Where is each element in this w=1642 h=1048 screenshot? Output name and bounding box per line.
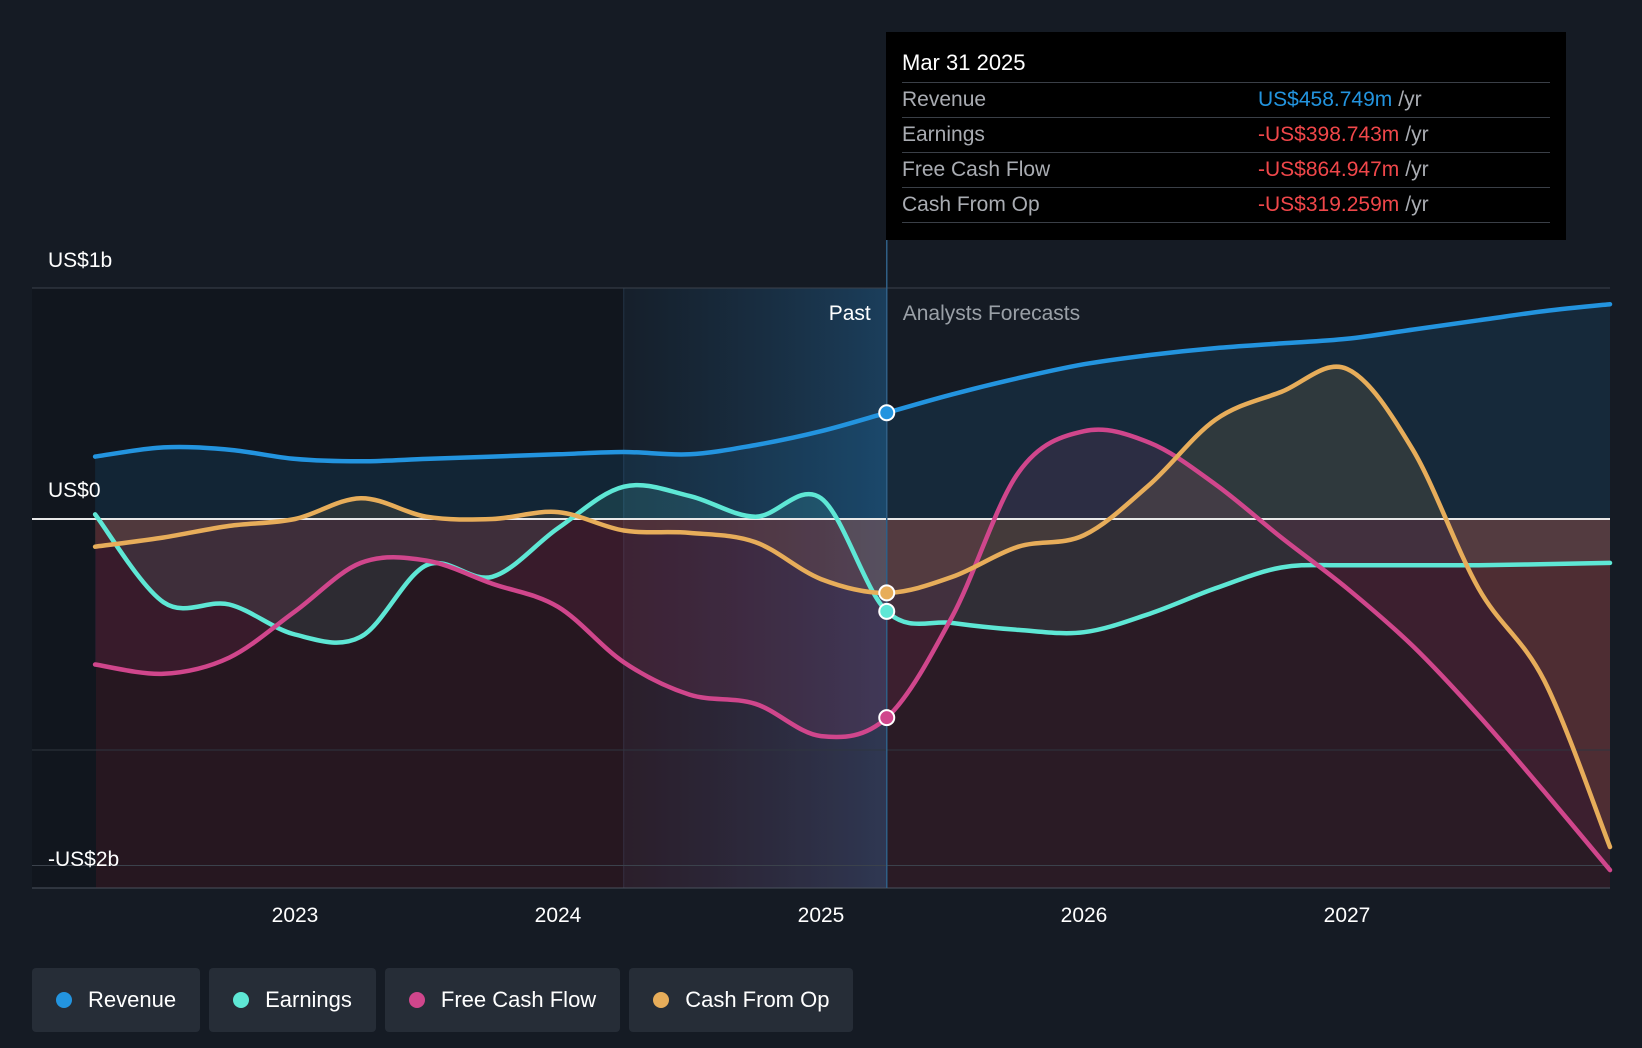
legend-label: Earnings xyxy=(265,987,352,1012)
legend-dot-icon xyxy=(56,992,72,1008)
marker-revenue xyxy=(878,404,896,422)
area-free-cash-flow xyxy=(95,429,1611,871)
tooltip-value: US$458.749m xyxy=(1258,88,1393,111)
forecast-label: Analysts Forecasts xyxy=(903,302,1080,325)
legend-item-cash-from-op[interactable]: Cash From Op xyxy=(629,968,854,1032)
legend-item-free-cash-flow[interactable]: Free Cash Flow xyxy=(384,968,621,1032)
marker-earnings xyxy=(878,602,896,620)
tooltip-unit: /yr xyxy=(1405,193,1429,216)
legend: Revenue Earnings Free Cash Flow Cash Fro… xyxy=(32,968,854,1032)
legend-label: Cash From Op xyxy=(685,987,830,1012)
tooltip-label: Free Cash Flow xyxy=(902,158,1051,181)
legend-label: Revenue xyxy=(88,987,177,1012)
tooltip-unit: /yr xyxy=(1405,158,1429,181)
past-label: Past xyxy=(829,302,871,325)
series-line-revenue xyxy=(92,301,1613,464)
marker-free-cash-flow xyxy=(878,709,896,727)
tooltip-label: Cash From Op xyxy=(902,193,1040,216)
tooltip-value: -US$864.947m xyxy=(1258,158,1400,181)
area-cash-from-op xyxy=(95,366,1611,847)
legend-item-earnings[interactable]: Earnings xyxy=(209,968,376,1032)
tooltip-label: Earnings xyxy=(902,123,985,146)
x-tick-label: 2027 xyxy=(1324,904,1371,927)
tooltip-row-cash-from-op: Cash From Op -US$319.259m /yr xyxy=(902,188,1550,223)
tooltip-unit: /yr xyxy=(1405,123,1429,146)
tooltip-label: Revenue xyxy=(902,88,987,111)
x-tick-label: 2024 xyxy=(535,904,582,927)
x-tick-label: 2025 xyxy=(798,904,845,927)
y-axis-label: US$0 xyxy=(48,479,101,502)
area-revenue xyxy=(95,304,1611,519)
x-tick-label: 2026 xyxy=(1061,904,1108,927)
y-axis-label: -US$2b xyxy=(48,848,119,871)
legend-dot-icon xyxy=(233,992,250,1008)
y-axis-label: US$1b xyxy=(48,249,112,272)
marker-cash-from-op xyxy=(878,584,896,602)
area-earnings xyxy=(95,485,1611,643)
tooltip-row-earnings: Earnings -US$398.743m /yr xyxy=(902,118,1550,153)
series-line-earnings xyxy=(92,482,1613,645)
x-tick-label: 2023 xyxy=(272,904,319,927)
tooltip-date: Mar 31 2025 xyxy=(902,46,1550,83)
legend-dot-icon xyxy=(653,992,670,1008)
tooltip-unit: /yr xyxy=(1398,88,1422,111)
history-background xyxy=(32,288,624,888)
tooltip-value: -US$398.743m xyxy=(1258,123,1400,146)
tooltip-row-revenue: Revenue US$458.749m /yr xyxy=(902,83,1550,118)
tooltip: Mar 31 2025 Revenue US$458.749m /yr Earn… xyxy=(886,32,1566,240)
legend-label: Free Cash Flow xyxy=(440,987,597,1012)
tooltip-row-free-cash-flow: Free Cash Flow -US$864.947m /yr xyxy=(902,153,1550,188)
tooltip-value: -US$319.259m xyxy=(1258,193,1400,216)
legend-item-revenue[interactable]: Revenue xyxy=(32,968,201,1032)
negative-region xyxy=(96,519,1610,888)
legend-dot-icon xyxy=(408,992,425,1008)
